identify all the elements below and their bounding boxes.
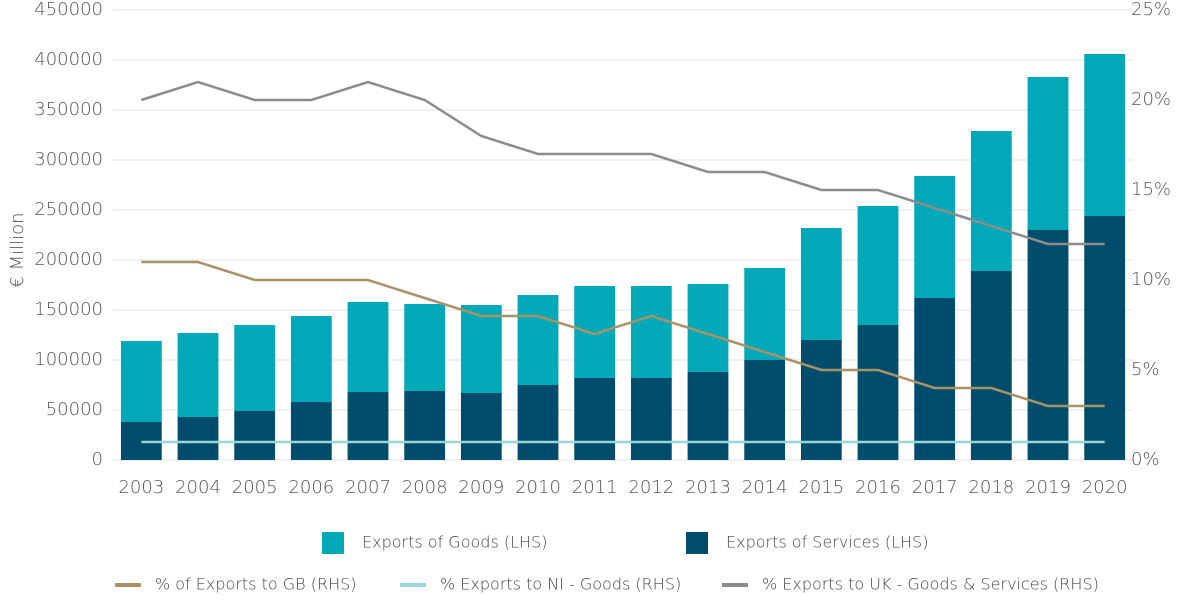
y-tick-label: 150000 xyxy=(34,299,103,320)
bar xyxy=(404,391,446,460)
bar xyxy=(290,402,332,460)
bar xyxy=(630,378,672,460)
bar xyxy=(347,302,389,392)
bar xyxy=(800,340,842,460)
y2-tick-label: 10% xyxy=(1131,269,1171,290)
line xyxy=(140,80,1105,246)
legend-swatch xyxy=(322,532,344,554)
legend-swatch xyxy=(686,532,708,554)
legend-label: Exports of Services (LHS) xyxy=(726,533,928,552)
bar xyxy=(460,393,502,460)
x-tick-label: 2018 xyxy=(968,477,1014,498)
bar xyxy=(234,325,276,411)
y-tick-label: 50000 xyxy=(46,399,103,420)
bar xyxy=(687,372,729,460)
x-tick-label: 2005 xyxy=(232,477,278,498)
bar xyxy=(290,316,332,402)
y-tick-label: 0 xyxy=(92,449,103,470)
bar xyxy=(177,417,219,460)
y-tick-label: 300000 xyxy=(34,149,103,170)
x-tick-label: 2003 xyxy=(118,477,164,498)
bar xyxy=(517,295,559,385)
x-tick-label: 2009 xyxy=(458,477,504,498)
y2-tick-label: 5% xyxy=(1131,359,1160,380)
x-tick-label: 2014 xyxy=(742,477,788,498)
bar xyxy=(574,378,616,460)
y2-tick-label: 0% xyxy=(1131,449,1160,470)
x-tick-label: 2016 xyxy=(855,477,901,498)
y2-tick-label: 20% xyxy=(1131,89,1171,110)
bar xyxy=(914,298,956,460)
line xyxy=(141,260,1105,408)
x-tick-label: 2010 xyxy=(515,477,561,498)
y-tick-label: 400000 xyxy=(34,49,103,70)
x-tick-label: 2015 xyxy=(798,477,844,498)
bar xyxy=(1027,77,1069,230)
bar xyxy=(517,385,559,460)
bar xyxy=(574,286,616,378)
y-axis-label: € Million xyxy=(7,212,28,287)
bar xyxy=(857,325,899,460)
bar xyxy=(744,360,786,460)
legend-label: % of Exports to GB (RHS) xyxy=(155,575,357,594)
bar xyxy=(234,411,276,460)
x-tick-label: 2008 xyxy=(402,477,448,498)
y2-tick-label: 15% xyxy=(1131,179,1171,200)
legend-label: % Exports to UK - Goods & Services (RHS) xyxy=(762,575,1099,594)
x-tick-label: 2017 xyxy=(912,477,958,498)
x-tick-label: 2004 xyxy=(175,477,221,498)
x-tick-label: 2006 xyxy=(288,477,334,498)
bar xyxy=(1027,230,1069,460)
x-tick-label: 2012 xyxy=(628,477,674,498)
y-tick-label: 200000 xyxy=(34,249,103,270)
y-tick-label: 250000 xyxy=(34,199,103,220)
x-tick-label: 2011 xyxy=(572,477,618,498)
bar xyxy=(970,271,1012,460)
bar xyxy=(914,176,956,298)
x-tick-label: 2020 xyxy=(1082,477,1128,498)
bar xyxy=(970,131,1012,271)
bar xyxy=(687,284,729,372)
bar xyxy=(460,305,502,393)
legend-label: Exports of Goods (LHS) xyxy=(362,533,547,552)
bar xyxy=(404,304,446,391)
bar xyxy=(800,228,842,340)
y-tick-label: 350000 xyxy=(34,99,103,120)
bar xyxy=(857,206,899,325)
y2-tick-label: 25% xyxy=(1131,0,1171,20)
bar xyxy=(1084,54,1126,216)
legend-label: % Exports to NI - Goods (RHS) xyxy=(440,575,681,594)
x-tick-label: 2007 xyxy=(345,477,391,498)
x-tick-label: 2013 xyxy=(685,477,731,498)
bar xyxy=(1084,216,1126,460)
bar xyxy=(177,333,219,417)
y-tick-label: 100000 xyxy=(34,349,103,370)
bar xyxy=(744,268,786,360)
bar xyxy=(630,286,672,378)
x-tick-label: 2019 xyxy=(1025,477,1071,498)
bar xyxy=(347,392,389,460)
y-tick-label: 450000 xyxy=(34,0,103,20)
bar xyxy=(120,341,162,422)
